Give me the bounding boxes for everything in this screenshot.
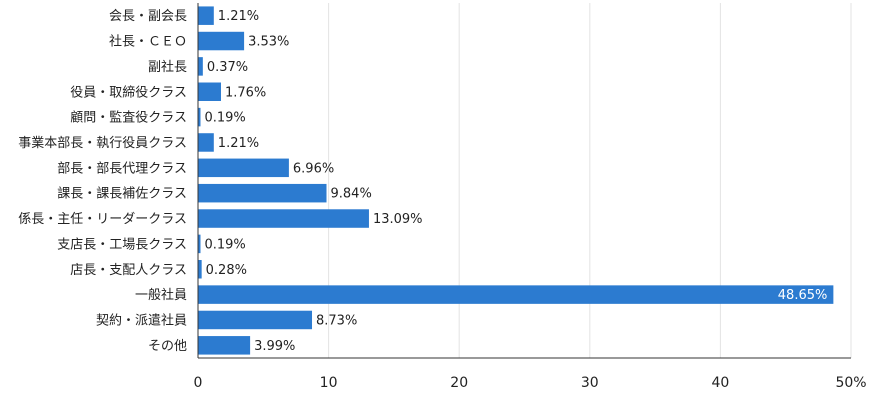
data-label: 1.21%	[218, 136, 259, 151]
data-label: 9.84%	[331, 187, 372, 202]
bar	[198, 209, 369, 228]
data-label: 1.76%	[225, 85, 266, 100]
bar	[198, 57, 203, 76]
bar	[198, 6, 214, 25]
category-label: 課長・課長補佐クラス	[57, 186, 187, 202]
bar	[198, 336, 251, 355]
data-label: 13.09%	[373, 212, 423, 227]
bar	[198, 107, 201, 127]
category-label: 社長・ＣＥＯ	[109, 34, 187, 50]
x-tick-label: 0	[194, 375, 203, 391]
data-label: 3.99%	[254, 339, 295, 354]
bar	[198, 183, 327, 203]
data-label: 1.21%	[218, 9, 259, 24]
data-label: 0.28%	[206, 263, 247, 278]
category-label: 係長・主任・リーダークラス	[18, 212, 187, 227]
category-label: 副社長	[148, 59, 187, 75]
bar	[198, 82, 221, 101]
category-label: 事業本部長・執行役員クラス	[18, 135, 187, 151]
data-label: 0.19%	[204, 111, 245, 126]
data-label: 3.53%	[248, 35, 289, 50]
category-label: 一般社員	[135, 287, 187, 303]
category-label: 支店長・工場長クラス	[57, 237, 187, 252]
data-label: 48.65%	[778, 288, 828, 303]
data-label: 0.19%	[204, 237, 245, 252]
category-label: その他	[148, 339, 187, 354]
bar	[198, 285, 834, 304]
bar	[198, 133, 214, 152]
bar	[198, 31, 245, 51]
data-label: 8.73%	[316, 313, 357, 328]
axes	[197, 3, 851, 359]
category-label: 契約・派遣社員	[96, 312, 187, 328]
x-tick-label: 50%	[835, 375, 866, 391]
data-label: 6.96%	[293, 161, 334, 176]
x-tick-label: 20	[450, 375, 468, 391]
bar	[198, 310, 313, 330]
category-label: 顧問・監査役クラス	[70, 110, 187, 126]
category-label: 役員・取締役クラス	[70, 84, 187, 100]
category-label: 店長・支配人クラス	[70, 263, 187, 278]
bars	[198, 6, 834, 355]
category-label: 会長・副会長	[109, 9, 187, 24]
bar	[198, 234, 201, 254]
bar	[198, 260, 202, 279]
x-tick-label: 10	[320, 375, 338, 391]
x-tick-label: 30	[581, 375, 599, 391]
x-tick-label: 40	[711, 375, 729, 391]
category-label: 部長・部長代理クラス	[57, 161, 187, 176]
bar	[198, 158, 289, 178]
data-label: 0.37%	[207, 60, 248, 75]
gridlines	[328, 3, 852, 358]
labels: 0 10 20 30 40 50% 会長・副会長 1.21% 社長・ＣＥＯ 3.53% 副社長 0.3…	[18, 9, 866, 391]
